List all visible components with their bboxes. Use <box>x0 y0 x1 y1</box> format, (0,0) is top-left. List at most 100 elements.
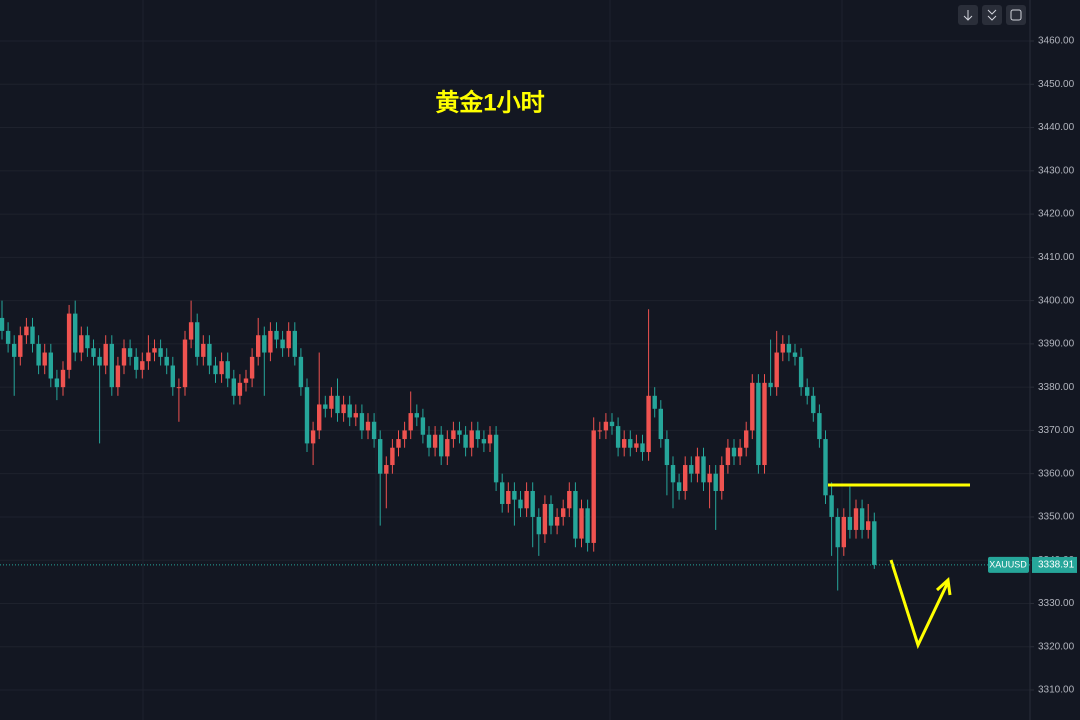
candle-body <box>622 439 627 448</box>
candle-body <box>835 516 840 548</box>
candle-body <box>847 516 853 530</box>
candle-body <box>371 421 377 440</box>
candle-body <box>713 473 718 491</box>
candle-body <box>262 335 267 353</box>
y-tick-label: 3350.00 <box>1038 512 1075 523</box>
candle-body <box>670 465 676 483</box>
y-tick-label: 3440.00 <box>1038 122 1075 133</box>
candle-body <box>207 343 212 366</box>
candle-body <box>762 382 767 466</box>
candle-body <box>414 413 419 418</box>
candle-body <box>134 356 139 370</box>
candle-body <box>445 439 450 457</box>
candle-body <box>225 361 230 379</box>
candle-body <box>536 516 541 535</box>
candle-body <box>201 343 206 357</box>
candle-body <box>432 434 438 448</box>
toolbar <box>958 5 1026 25</box>
candle-body <box>274 330 279 340</box>
candle-body <box>500 482 505 504</box>
candle-body <box>115 365 121 388</box>
candle-body <box>866 521 871 530</box>
candle-body <box>451 430 456 440</box>
candle-body <box>176 387 182 389</box>
candle-body <box>323 404 328 409</box>
candle-body <box>872 521 877 565</box>
candle-body <box>597 430 602 432</box>
symbol-label: XAUUSD <box>989 559 1027 569</box>
candle-body <box>408 413 413 431</box>
candle-body <box>768 382 773 388</box>
candle-body <box>701 456 706 483</box>
fullscreen-icon <box>1010 9 1022 21</box>
candle-body <box>695 456 700 474</box>
candle-body <box>585 508 590 543</box>
candle-body <box>402 430 407 440</box>
candle-body <box>213 365 218 375</box>
candle-body <box>561 508 566 517</box>
candle-body <box>512 490 517 500</box>
y-tick-label: 3370.00 <box>1038 425 1075 436</box>
candle-body <box>859 508 865 530</box>
candle-body <box>420 417 426 435</box>
candle-body <box>79 335 84 353</box>
chart-title: 黄金1小时 <box>435 88 544 116</box>
candle-body <box>384 465 389 474</box>
candle-body <box>798 356 804 388</box>
candle-body <box>676 482 682 491</box>
candle-body <box>792 352 798 357</box>
candle-body <box>615 426 621 448</box>
candle-body <box>286 330 291 349</box>
candle-body <box>823 439 828 496</box>
candle-body <box>317 404 322 431</box>
candle-body <box>506 490 511 504</box>
candle-body <box>158 348 163 357</box>
candle-body <box>91 348 96 357</box>
candle-body <box>658 408 663 440</box>
candle-body <box>591 430 596 543</box>
arrow-head <box>935 576 952 596</box>
fullscreen-button[interactable] <box>1006 5 1026 25</box>
candle-body <box>347 404 352 418</box>
candle-body <box>268 330 273 353</box>
candle-body <box>493 434 499 483</box>
candle-body <box>554 516 560 526</box>
grid <box>0 0 1030 720</box>
candle-body <box>439 434 444 457</box>
candle-body <box>127 348 133 357</box>
candle-body <box>335 395 340 414</box>
candle-body <box>853 508 859 530</box>
candle-body <box>725 447 731 466</box>
candle-body <box>310 430 316 444</box>
candle-body <box>786 343 792 353</box>
candle-body <box>292 330 297 357</box>
candle-body <box>329 395 334 409</box>
candle-body <box>12 343 17 357</box>
candle-body <box>109 343 114 388</box>
candle-body <box>66 313 72 370</box>
candle-body <box>542 503 548 535</box>
collapse-button[interactable] <box>982 5 1002 25</box>
candle-body <box>603 421 609 431</box>
candle-body <box>353 413 358 418</box>
price-tag <box>1032 556 1077 573</box>
candle-body <box>48 352 53 379</box>
y-tick-label: 3420.00 <box>1038 209 1075 220</box>
candle-body <box>195 322 200 357</box>
candle-body <box>811 395 816 414</box>
candle-body <box>5 330 11 344</box>
candle-body <box>73 313 78 353</box>
candle-body <box>487 434 493 444</box>
candle-body <box>628 439 633 448</box>
candle-body <box>219 361 224 375</box>
y-tick-label: 3400.00 <box>1038 295 1075 306</box>
candle-body <box>463 434 468 448</box>
candle-body <box>164 356 169 366</box>
candle-body <box>304 387 310 444</box>
candle-body <box>170 365 175 388</box>
candle-body <box>42 352 47 366</box>
down-icon <box>963 10 973 21</box>
candle-body <box>750 382 755 431</box>
y-tick-label: 3310.00 <box>1038 685 1075 696</box>
candle-body <box>567 490 572 509</box>
